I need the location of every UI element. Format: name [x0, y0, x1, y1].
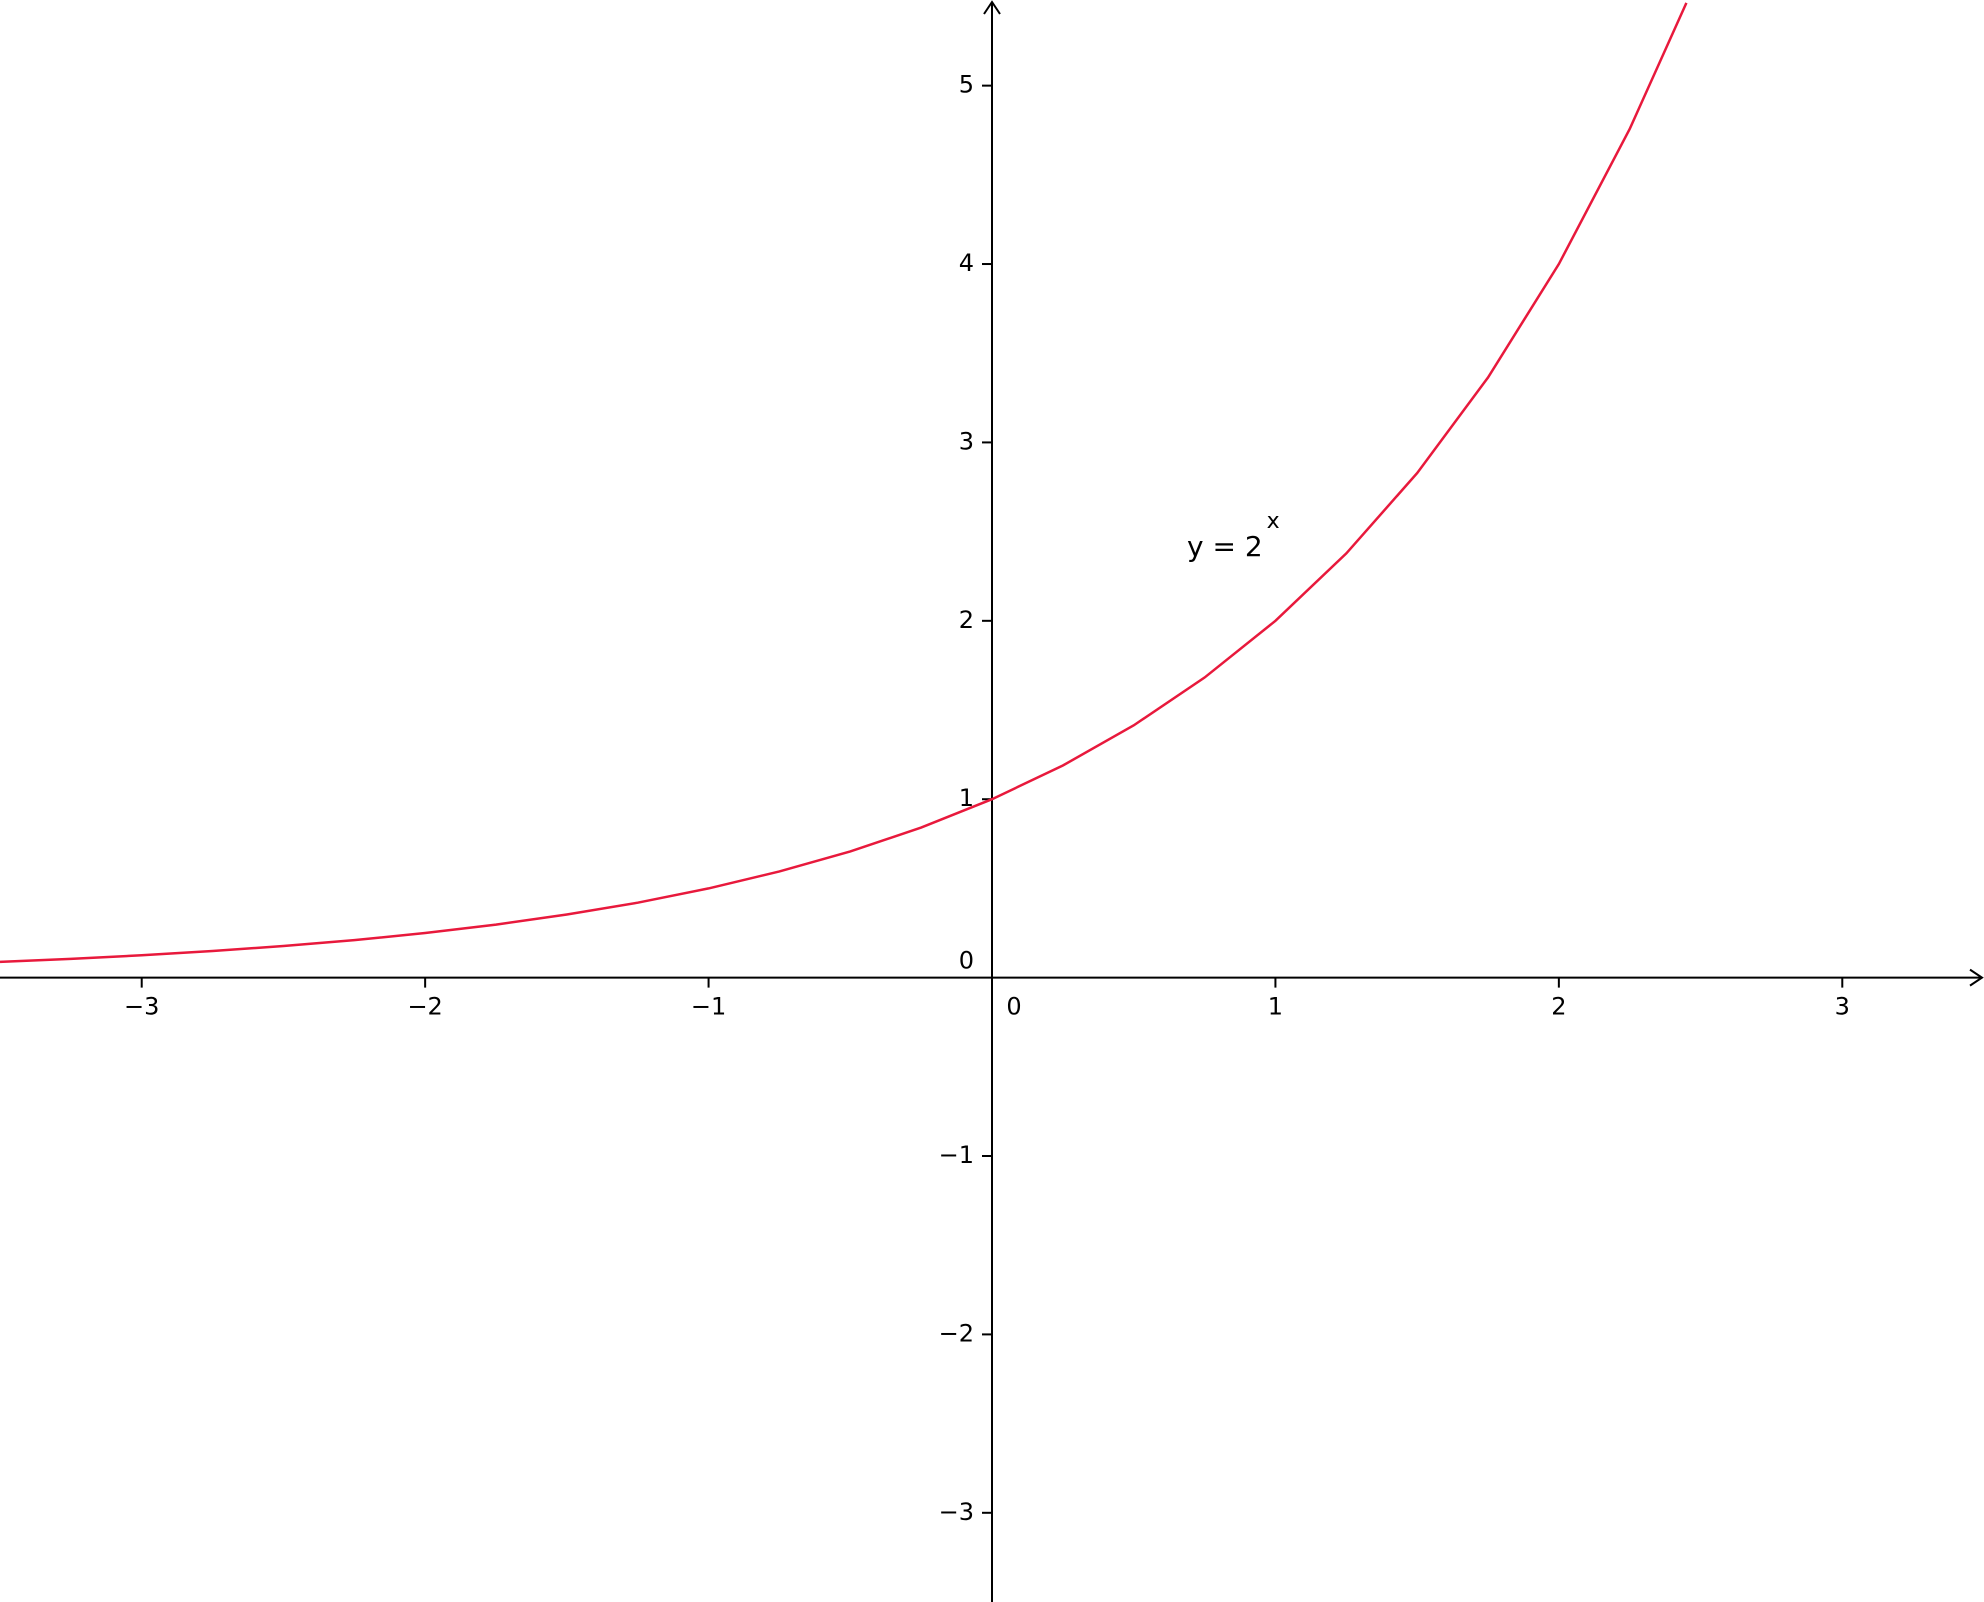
y-tick-label: −1 — [939, 1141, 974, 1169]
x-tick-label: 2 — [1551, 993, 1566, 1021]
y-tick-label: 4 — [959, 249, 974, 277]
x-tick-label: 1 — [1268, 993, 1283, 1021]
x-tick-label: 0 — [1006, 993, 1021, 1021]
label-exponent: x — [1267, 509, 1280, 534]
function-label: y = 2x — [1187, 509, 1280, 563]
x-axis-arrow — [1969, 968, 1984, 987]
y-axis-arrow — [983, 0, 1001, 15]
x-tick-label: −2 — [407, 993, 442, 1021]
function-curve — [0, 2, 1688, 964]
y-tick-label: 2 — [959, 606, 974, 634]
label-base: y = 2 — [1187, 530, 1263, 563]
x-tick-label: 3 — [1835, 993, 1850, 1021]
y-tick-label: 3 — [959, 427, 974, 455]
x-tick-label: −3 — [124, 993, 159, 1021]
y-tick-label: 5 — [959, 71, 974, 99]
y-tick-label: −2 — [939, 1319, 974, 1347]
y-tick-label: 0 — [959, 947, 974, 975]
y-tick-label: 1 — [959, 784, 974, 812]
y-tick-label: −3 — [939, 1498, 974, 1526]
x-tick-label: −1 — [691, 993, 726, 1021]
